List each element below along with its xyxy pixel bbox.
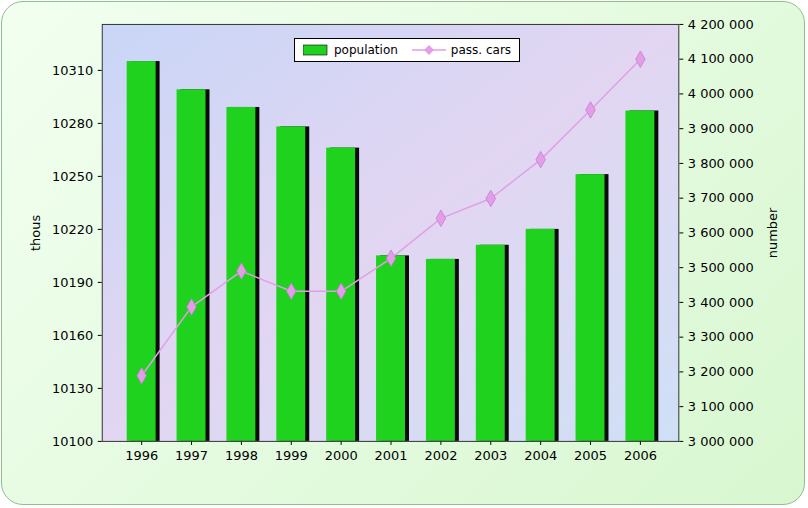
svg-text:1997: 1997: [175, 448, 208, 463]
svg-text:2006: 2006: [624, 448, 657, 463]
svg-text:3 100 000: 3 100 000: [688, 399, 754, 414]
svg-text:10160: 10160: [52, 328, 93, 343]
svg-text:10190: 10190: [52, 275, 93, 290]
svg-text:10220: 10220: [52, 222, 93, 237]
svg-text:2002: 2002: [424, 448, 457, 463]
svg-text:3 200 000: 3 200 000: [688, 364, 754, 379]
svg-text:10130: 10130: [52, 381, 93, 396]
svg-text:1998: 1998: [225, 448, 258, 463]
svg-text:number: number: [765, 207, 780, 258]
svg-text:10250: 10250: [52, 169, 93, 184]
svg-text:4 000 000: 4 000 000: [688, 86, 754, 101]
svg-text:3 800 000: 3 800 000: [688, 156, 754, 171]
svg-text:2001: 2001: [375, 448, 408, 463]
svg-text:2000: 2000: [325, 448, 358, 463]
svg-text:3 300 000: 3 300 000: [688, 329, 754, 344]
svg-text:2004: 2004: [524, 448, 557, 463]
svg-text:4 100 000: 4 100 000: [688, 51, 754, 66]
svg-text:4 200 000: 4 200 000: [688, 17, 754, 32]
svg-text:10100: 10100: [52, 434, 93, 449]
svg-text:3 000 000: 3 000 000: [688, 434, 754, 449]
svg-text:3 500 000: 3 500 000: [688, 260, 754, 275]
html-text:pass. cars: pass. cars: [450, 43, 512, 57]
svg-text:3 600 000: 3 600 000: [688, 225, 754, 240]
svg-text:1999: 1999: [275, 448, 308, 463]
svg-text:thous: thous: [28, 215, 43, 251]
svg-text:1996: 1996: [125, 448, 158, 463]
html-text:population: population: [334, 43, 398, 57]
svg-text:3 400 000: 3 400 000: [688, 295, 754, 310]
svg-text:10280: 10280: [52, 116, 93, 131]
svg-text:10310: 10310: [52, 63, 93, 78]
svg-text:2005: 2005: [574, 448, 607, 463]
svg-text:2003: 2003: [474, 448, 507, 463]
svg-text:3 900 000: 3 900 000: [688, 121, 754, 136]
svg-text:3 700 000: 3 700 000: [688, 190, 754, 205]
